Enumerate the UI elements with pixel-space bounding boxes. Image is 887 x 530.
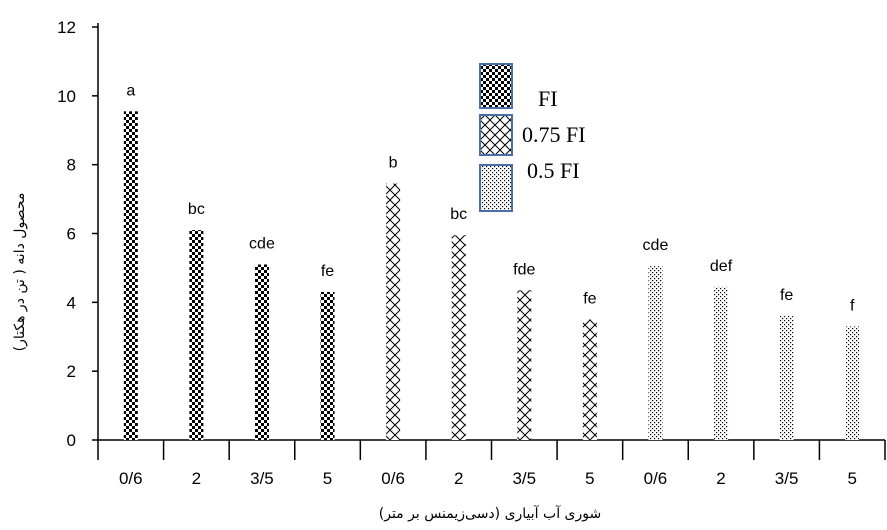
- bar-data-label: cde: [643, 237, 669, 254]
- bar-data-label: f: [850, 297, 855, 314]
- x-tick-label: 0/6: [119, 469, 143, 488]
- bar-data-label: bc: [188, 201, 205, 218]
- bar-fi-0-6: [123, 111, 138, 440]
- legend-swatch: [479, 114, 513, 156]
- x-tick-label: 2: [454, 469, 463, 488]
- bar-data-label: fe: [780, 287, 793, 304]
- legend: FI 0.75 FI 0.5 FI: [479, 63, 586, 212]
- y-axis-title: محصول دانه ( تن در هکتار): [12, 193, 28, 352]
- bar-0-5-fi-0-6: [648, 266, 663, 440]
- x-axis-title: شوری آب آبیاری (دسی‌زیمنس بر متر): [379, 505, 601, 522]
- y-tick-label: 8: [67, 156, 76, 175]
- bar-0-75-fi-0-6: [386, 183, 401, 441]
- bar-fi-3-5: [254, 264, 269, 440]
- bar-data-label: a: [126, 82, 135, 99]
- y-tick-label: 6: [67, 225, 76, 244]
- y-axis: 0 2 4 6 8 10 12: [57, 18, 99, 450]
- y-tick-label: 0: [67, 431, 76, 450]
- bar-fi-2: [189, 230, 204, 440]
- x-tick-label: 0/6: [644, 469, 668, 488]
- legend-swatch: [479, 63, 513, 109]
- bar-0-5-fi-5: [845, 326, 860, 440]
- x-tick-label: 2: [716, 469, 725, 488]
- bar-data-label: bc: [450, 206, 467, 223]
- y-tick-label: 12: [57, 18, 76, 37]
- bar-data-label: fe: [321, 263, 334, 280]
- y-tick-label: 4: [67, 293, 76, 312]
- bar-0-75-fi-2: [451, 235, 466, 440]
- x-tick-label: 3/5: [775, 469, 799, 488]
- legend-label: FI: [538, 86, 558, 111]
- legend-label: 0.75 FI: [522, 122, 586, 147]
- x-tick-label: 0/6: [381, 469, 405, 488]
- bar-0-5-fi-3-5: [779, 316, 794, 440]
- bar-fi-5: [320, 292, 335, 440]
- bar-0-5-fi-2: [714, 286, 729, 440]
- x-tick-label: 5: [847, 469, 856, 488]
- bar-data-label: def: [710, 258, 733, 275]
- y-tick-label: 2: [67, 362, 76, 381]
- bar-0-75-fi-5: [582, 319, 597, 440]
- x-tick-label: 2: [192, 469, 201, 488]
- bars: [123, 111, 860, 441]
- y-tick-label: 10: [57, 87, 76, 106]
- x-tick-label: 3/5: [512, 469, 536, 488]
- bar-data-label: fde: [513, 261, 535, 278]
- legend-label: 0.5 FI: [527, 158, 580, 183]
- x-tick-label: 3/5: [250, 469, 274, 488]
- legend-swatch: [479, 164, 513, 212]
- bar-data-label: cde: [249, 235, 275, 252]
- x-tick-label: 5: [323, 469, 332, 488]
- bar-0-75-fi-3-5: [517, 290, 532, 440]
- x-axis: 0/6 2 3/5 5 0/6 2 3/5 5 0/6 2 3/5 5: [97, 439, 886, 488]
- bar-labels: a bc cde fe b bc fde fe cde def fe f: [126, 82, 855, 314]
- x-tick-label: 5: [585, 469, 594, 488]
- bar-data-label: b: [389, 155, 398, 172]
- bar-data-label: fe: [583, 291, 596, 308]
